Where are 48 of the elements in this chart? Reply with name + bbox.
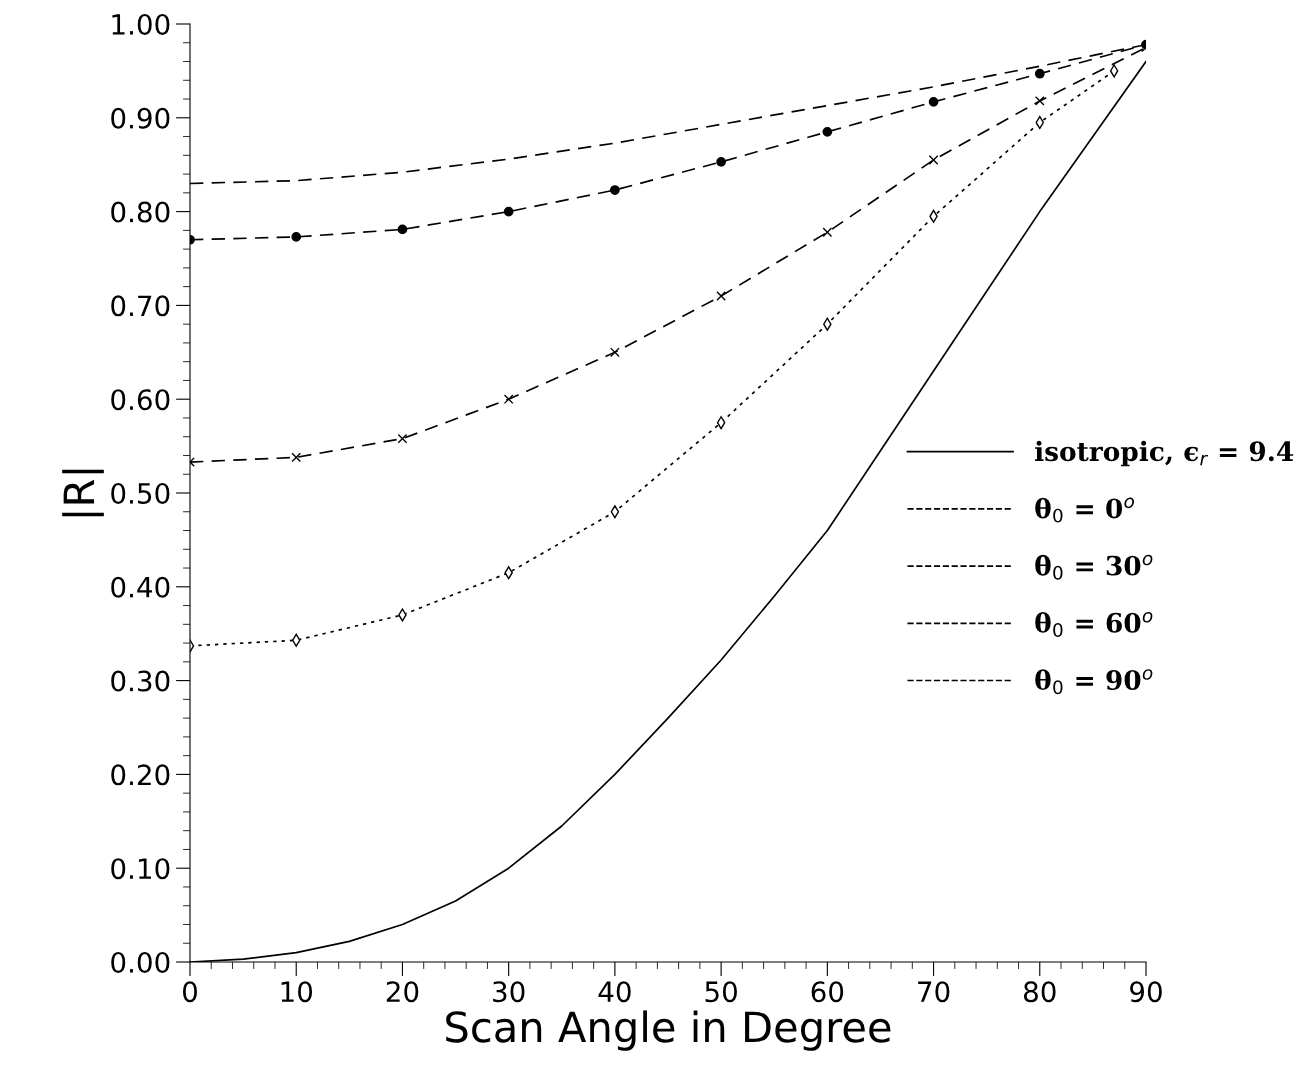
point	[503, 394, 514, 405]
point	[610, 185, 620, 195]
legend-label: θ$_{0}$ = 60$^{o}$	[1035, 611, 1153, 638]
point	[716, 291, 726, 301]
y-tick-label: 0.70	[111, 295, 170, 317]
x-tick-label: 60	[811, 981, 844, 1003]
legend-label: θ$_{0}$ = 90$^{o}$	[1035, 669, 1153, 695]
x-tick-label: 10	[281, 981, 313, 1003]
x-tick-label: 30	[493, 981, 525, 1003]
x-tick-label: 50	[705, 981, 737, 1003]
point	[822, 227, 833, 238]
y-tick-label: 0.90	[111, 107, 170, 129]
x-tick-label: 40	[598, 981, 631, 1003]
point	[610, 347, 620, 358]
point	[1034, 96, 1045, 106]
x-axis-title: Scan Angle in Degree	[446, 1010, 891, 1051]
y-axis-title: |R|	[62, 469, 104, 517]
x-tick-label: 20	[386, 981, 419, 1003]
x-tick-label: 80	[1023, 981, 1056, 1003]
point	[822, 127, 833, 137]
legend-label: isotropic, ϵ$_{r}$ = 9.4	[1035, 440, 1294, 467]
point	[716, 157, 726, 167]
y-tick-label: 0.00	[111, 951, 170, 973]
legend-label: θ$_{0}$ = 0$^{o}$	[1035, 497, 1135, 523]
point	[503, 206, 514, 217]
legend-label: θ$_{0}$ = 30$^{o}$	[1035, 554, 1153, 580]
point	[716, 416, 726, 430]
point	[928, 96, 939, 107]
y-tick-label: 1.00	[112, 13, 170, 35]
y-tick-label: 0.60	[111, 389, 170, 411]
y-tick-label: 0.30	[111, 670, 170, 692]
point	[397, 224, 408, 235]
point	[397, 433, 408, 444]
point	[1034, 68, 1045, 79]
y-tick-label: 0.50	[111, 482, 170, 504]
point	[291, 633, 301, 647]
point	[291, 232, 302, 242]
y-tick-label: 0.20	[111, 764, 170, 786]
x-tick-label: 0	[182, 981, 197, 1003]
point	[928, 155, 939, 165]
point	[1109, 64, 1119, 78]
y-tick-label: 0.80	[111, 201, 170, 223]
point	[291, 452, 302, 463]
x-tick-label: 90	[1130, 981, 1162, 1003]
y-tick-label: 0.40	[111, 576, 170, 598]
point	[610, 505, 620, 519]
x-tick-label: 70	[918, 981, 950, 1003]
y-tick-label: 0.10	[111, 858, 170, 880]
